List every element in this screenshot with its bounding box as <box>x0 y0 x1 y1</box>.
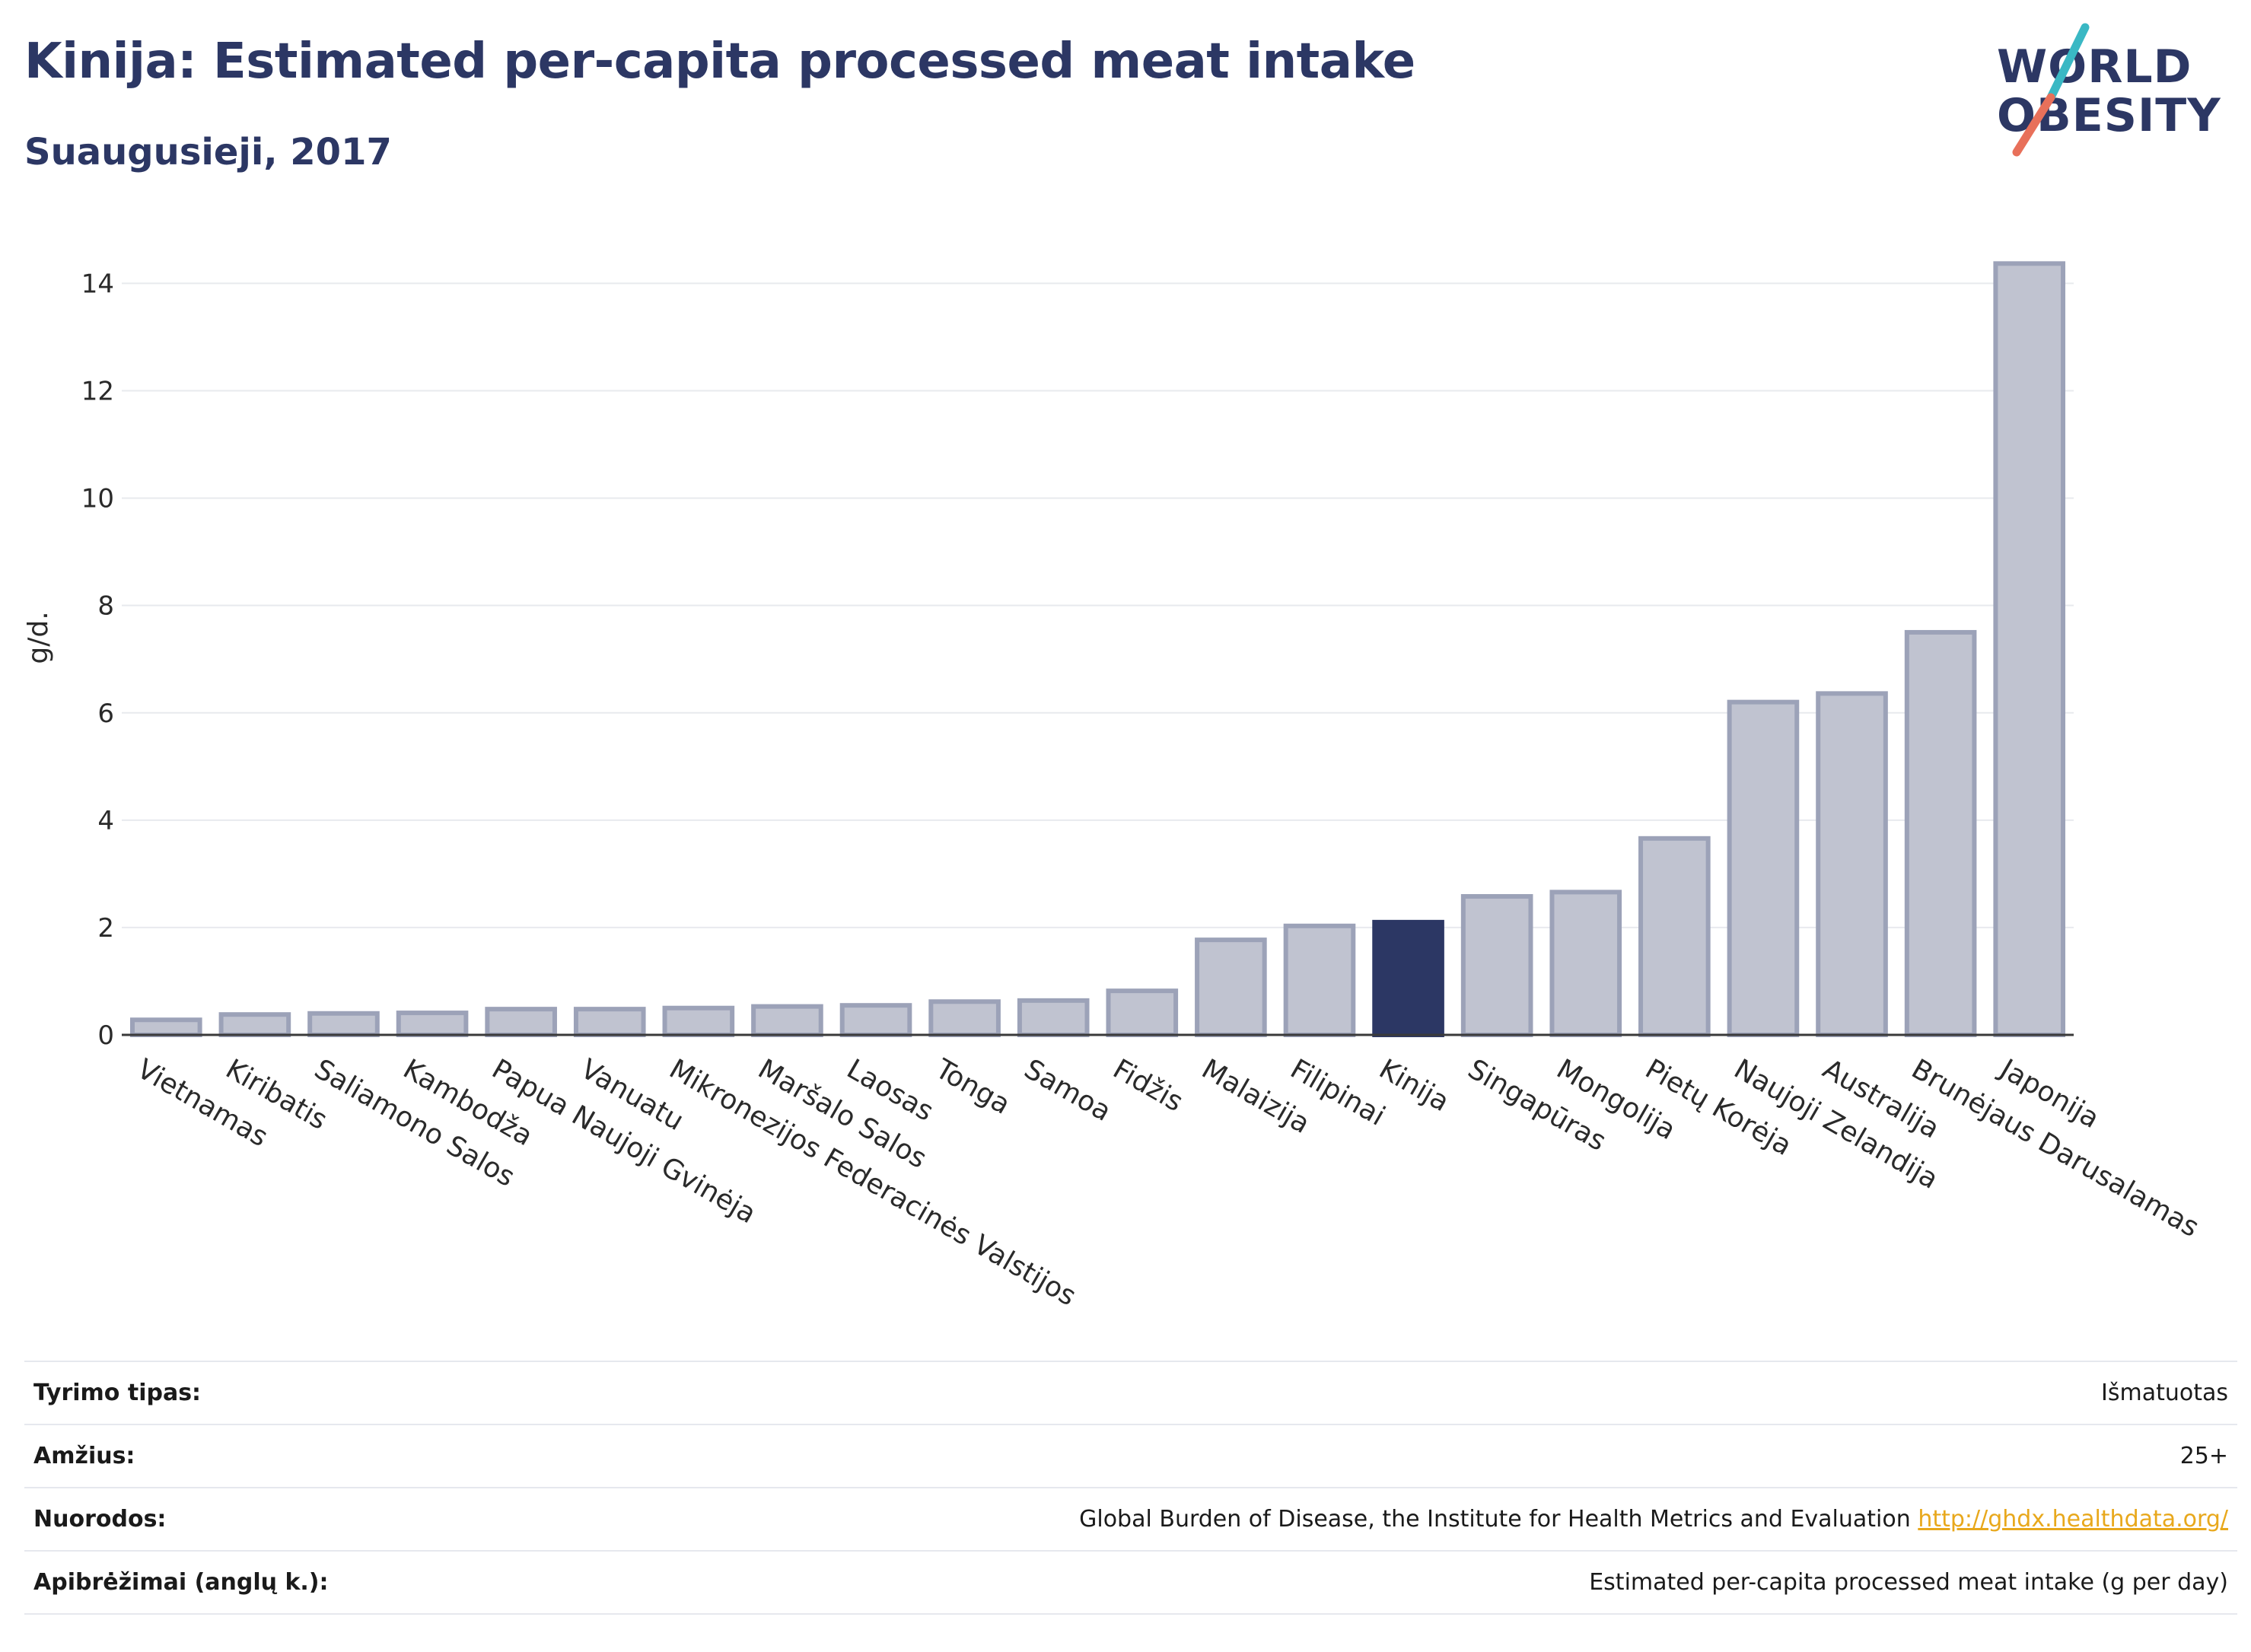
y-axis-title: g/d. <box>23 611 54 664</box>
reference-link[interactable]: http://ghdx.healthdata.org/ <box>1918 1506 2228 1533</box>
y-tick-labels: 0 2 4 6 8 10 12 14 <box>81 269 114 1051</box>
bar-mikronezijos-federacin-s-valstijos[interactable] <box>662 1005 735 1038</box>
bar-kinija[interactable] <box>1372 919 1444 1037</box>
chart-subtitle: Suaugusieji, 2017 <box>24 131 392 173</box>
x-category-label: Fidžis <box>1107 1053 1188 1118</box>
bar-mongolija[interactable] <box>1549 890 1622 1038</box>
bar-laosas[interactable] <box>839 1003 912 1038</box>
bar-kiribatis[interactable] <box>218 1012 291 1037</box>
bar-naujoji-zelandija[interactable] <box>1727 699 1800 1037</box>
bar-australija[interactable] <box>1816 691 1888 1038</box>
bar-brun-jaus-darusalamas[interactable] <box>1904 629 1977 1037</box>
bar-samoa[interactable] <box>1017 998 1090 1037</box>
info-value: 25+ <box>492 1424 2237 1488</box>
bar-tonga[interactable] <box>928 999 1001 1038</box>
world-obesity-logo: WORLD OBESITY <box>1986 21 2237 158</box>
info-value: Išmatuotas <box>492 1361 2237 1424</box>
y-tick-label: 14 <box>81 269 114 299</box>
chart-title: Kinija: Estimated per-capita processed m… <box>24 33 1415 90</box>
bar-saliamono-salos[interactable] <box>307 1011 380 1038</box>
info-value-cell: Global Burden of Disease, the Institute … <box>492 1487 2237 1551</box>
info-row-references: Nuorodos: Global Burden of Disease, the … <box>24 1487 2237 1551</box>
bar-piet-kor-ja[interactable] <box>1638 836 1711 1038</box>
reference-source: Global Burden of Disease, the Institute … <box>1079 1506 1911 1533</box>
info-key: Apibrėžimai (anglų k.): <box>24 1550 493 1615</box>
bar-vanuatu[interactable] <box>573 1007 646 1037</box>
bar-papua-naujoji-gvin-ja[interactable] <box>485 1007 557 1037</box>
bar-japonija[interactable] <box>1993 261 2066 1037</box>
bar-filipinai[interactable] <box>1283 923 1356 1038</box>
bars <box>129 261 2066 1038</box>
logo-slash-icon <box>2012 23 2090 157</box>
bar-kambod-a[interactable] <box>396 1011 469 1037</box>
info-key: Nuorodos: <box>24 1487 493 1551</box>
info-row-study-type: Tyrimo tipas: Išmatuotas <box>24 1361 2237 1424</box>
bar-chart: 0 2 4 6 8 10 12 14 VietnamasKiribatisSaliamono … <box>23 261 2204 1313</box>
logo-text-line1: WORLD <box>1997 40 2192 94</box>
info-value: Estimated per-capita processed meat inta… <box>492 1550 2237 1615</box>
x-category-label: Samoa <box>1019 1053 1116 1128</box>
y-tick-label: 0 <box>97 1020 114 1051</box>
bar-singap-ras[interactable] <box>1460 894 1533 1037</box>
info-row-age: Amžius: 25+ <box>24 1424 2237 1488</box>
bar-malaizija[interactable] <box>1195 937 1267 1037</box>
y-tick-label: 2 <box>97 913 114 944</box>
bar-fid-is[interactable] <box>1106 988 1179 1037</box>
y-tick-label: 4 <box>97 806 114 836</box>
y-tick-label: 6 <box>97 699 114 729</box>
info-key: Tyrimo tipas: <box>24 1361 493 1424</box>
info-table: Tyrimo tipas: Išmatuotas Amžius: 25+ Nuo… <box>24 1361 2237 1615</box>
bar-mar-alo-salos[interactable] <box>751 1004 823 1038</box>
y-tick-label: 12 <box>81 377 114 407</box>
info-row-definitions: Apibrėžimai (anglų k.): Estimated per-ca… <box>24 1550 2237 1615</box>
bar-vietnamas[interactable] <box>129 1017 202 1038</box>
y-tick-label: 10 <box>81 484 114 514</box>
x-category-label: Tonga <box>929 1053 1015 1121</box>
info-key: Amžius: <box>24 1424 493 1488</box>
y-tick-label: 8 <box>97 591 114 622</box>
